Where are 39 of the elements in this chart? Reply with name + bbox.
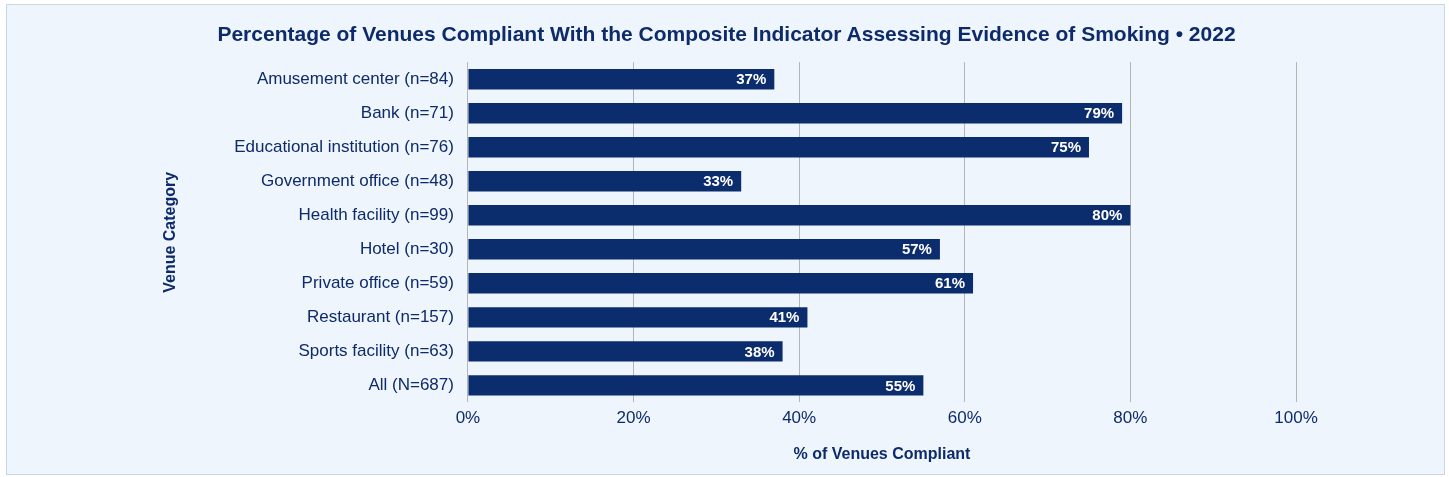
x-tick-label: 0% — [455, 408, 481, 428]
data-label: 37% — [736, 70, 767, 88]
y-tick-label: Amusement center (n=84) — [256, 68, 454, 88]
data-label: 55% — [885, 376, 916, 394]
y-tick-label: Government office (n=48) — [260, 170, 454, 190]
x-axis-title: % of Venues Compliant — [793, 444, 972, 462]
y-tick-label: Hotel (n=30) — [359, 239, 454, 258]
bar — [468, 273, 974, 294]
bar — [468, 171, 742, 192]
bar — [468, 103, 1123, 124]
y-tick-label: All (N=687) — [368, 375, 454, 395]
y-tick-label: Health facility (n=99) — [298, 204, 454, 224]
data-label: 41% — [769, 308, 800, 326]
data-label: 75% — [1050, 138, 1081, 156]
data-label: 79% — [1084, 104, 1115, 122]
y-tick-label: Private office (n=59) — [301, 273, 454, 293]
bar — [468, 137, 1089, 158]
bar — [468, 69, 775, 90]
y-tick-label: Restaurant (n=157) — [306, 307, 454, 327]
chart-title: Percentage of Venues Compliant With the Composite Indicator Assessing Evidence of Smoking • 2022 — [217, 22, 1236, 46]
x-tick-label: 20% — [616, 408, 651, 428]
data-label: 80% — [1092, 206, 1123, 224]
data-label: 61% — [935, 274, 966, 292]
x-tick-label: 60% — [947, 408, 982, 428]
y-tick-label: Bank (n=71) — [360, 102, 454, 122]
y-tick-label: Educational institution (n=76) — [234, 136, 454, 156]
x-tick-label: 100% — [1274, 408, 1318, 428]
bar — [468, 205, 1131, 226]
data-label: 38% — [744, 342, 775, 360]
bar — [468, 341, 783, 362]
y-tick-label: Sports facility (n=63) — [298, 341, 454, 361]
data-label: 57% — [901, 240, 932, 258]
x-tick-label: 80% — [1113, 408, 1148, 428]
bar — [468, 307, 808, 328]
data-label: 33% — [703, 172, 734, 190]
y-axis-title: Venue Category — [161, 171, 179, 293]
bar — [468, 239, 940, 260]
bar — [468, 375, 924, 396]
x-tick-label: 40% — [782, 408, 817, 428]
